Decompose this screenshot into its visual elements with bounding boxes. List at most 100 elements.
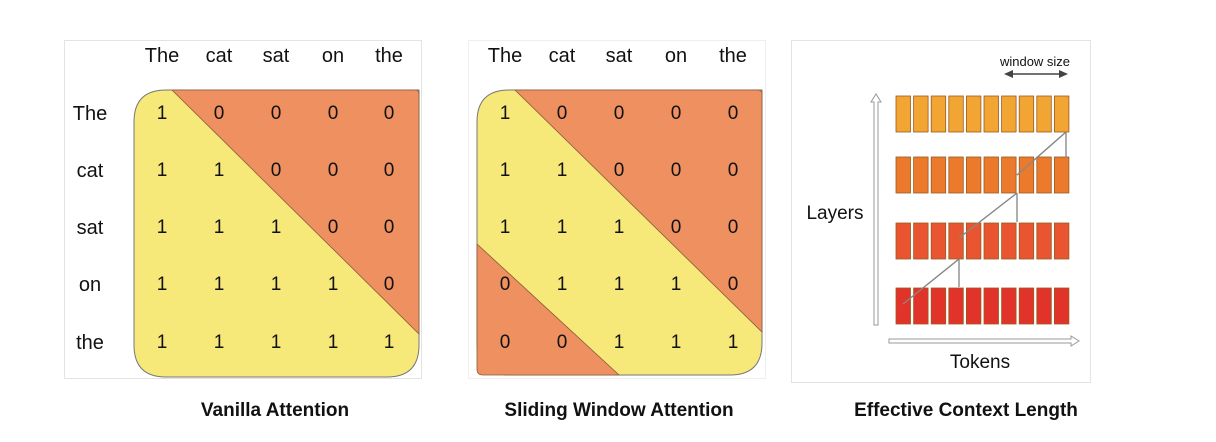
vanilla-cell: 1: [270, 332, 282, 353]
token-block: [895, 287, 911, 325]
receptive-field-line: [1016, 131, 1067, 176]
vanilla-cell: 0: [327, 103, 339, 124]
vanilla-row-header: cat: [76, 160, 104, 182]
tokens-label: Tokens: [949, 352, 1011, 373]
vanilla-cell: 1: [270, 274, 282, 295]
tokens-axis-arrow: [888, 335, 1080, 347]
token-block: [930, 222, 947, 260]
token-block: [1054, 95, 1070, 133]
sliding-masked-upper: [514, 89, 763, 333]
token-block: [930, 156, 947, 194]
layers-axis-arrow: [870, 93, 882, 326]
vanilla-row-header: sat: [76, 217, 104, 239]
token-block: [913, 95, 929, 133]
token-block: [1001, 287, 1017, 325]
sliding-cell: 1: [670, 274, 682, 295]
token-block: [1001, 95, 1017, 133]
token-block: [948, 287, 964, 325]
token-block: [1036, 287, 1052, 325]
vanilla-row-header: on: [78, 274, 102, 296]
vanilla-cell: 0: [270, 160, 282, 181]
vanilla-cell: 1: [156, 274, 168, 295]
vanilla-attention-caption: Vanilla Attention: [200, 400, 350, 421]
sliding-cell: 0: [613, 160, 625, 181]
token-block: [1018, 95, 1035, 133]
vanilla-cell: 1: [383, 332, 395, 353]
vanilla-cell: 1: [213, 332, 225, 353]
sliding-cell: 1: [556, 160, 568, 181]
sliding-cell: 0: [727, 217, 739, 238]
vanilla-cell: 1: [156, 103, 168, 124]
sliding-panel-frame: [468, 40, 766, 379]
vanilla-cell: 1: [213, 274, 225, 295]
vanilla-row-header: the: [76, 332, 104, 354]
sliding-col-header: cat: [548, 45, 576, 67]
vanilla-col-header: The: [144, 45, 180, 67]
vanilla-cell: 1: [327, 274, 339, 295]
sliding-cell: 1: [613, 217, 625, 238]
window-size-label: window size: [999, 54, 1071, 69]
token-block: [1018, 287, 1035, 325]
vanilla-cell: 0: [327, 160, 339, 181]
token-block: [983, 222, 999, 260]
vanilla-cell: 1: [156, 160, 168, 181]
token-block: [948, 156, 964, 194]
vanilla-cell: 1: [156, 217, 168, 238]
sliding-cell: 0: [727, 274, 739, 295]
token-block: [913, 156, 929, 194]
token-block: [1001, 222, 1017, 260]
sliding-cell: 0: [727, 103, 739, 124]
token-block: [948, 95, 964, 133]
vanilla-panel-frame: [64, 40, 422, 379]
receptive-field-line: [902, 258, 960, 305]
vanilla-cell: 1: [213, 217, 225, 238]
receptive-field-line: [958, 192, 1018, 239]
vanilla-masked-upper: [171, 89, 420, 335]
token-block: [1018, 222, 1035, 260]
vanilla-cell: 0: [270, 103, 282, 124]
vanilla-cell: 1: [213, 160, 225, 181]
token-block: [1001, 156, 1017, 194]
vanilla-cell: 1: [327, 332, 339, 353]
vanilla-cell: 0: [383, 274, 395, 295]
vanilla-cell: 0: [383, 217, 395, 238]
token-block: [1036, 95, 1052, 133]
token-block: [1036, 222, 1052, 260]
effective-panel-frame: [791, 40, 1091, 383]
token-block: [930, 287, 947, 325]
token-block: [983, 156, 999, 194]
vanilla-cell: 0: [327, 217, 339, 238]
sliding-cell: 1: [499, 103, 511, 124]
effective-context-length-caption: Effective Context Length: [854, 400, 1078, 421]
token-block: [966, 287, 982, 325]
vanilla-row-header: The: [72, 103, 108, 125]
sliding-cell: 1: [613, 332, 625, 353]
token-block: [1054, 222, 1070, 260]
sliding-col-header: on: [664, 45, 688, 67]
token-block: [966, 95, 982, 133]
sliding-window-attention-caption: Sliding Window Attention: [504, 400, 734, 421]
token-block: [1018, 156, 1035, 194]
token-block: [913, 287, 929, 325]
sliding-cell: 1: [556, 274, 568, 295]
sliding-cell: 1: [670, 332, 682, 353]
token-block: [983, 287, 999, 325]
sliding-cell: 0: [613, 103, 625, 124]
sliding-cell: 0: [670, 103, 682, 124]
sliding-cell: 1: [499, 160, 511, 181]
sliding-cell: 0: [556, 103, 568, 124]
sliding-cell: 1: [556, 217, 568, 238]
token-block: [948, 222, 964, 260]
token-block: [1054, 287, 1070, 325]
token-block: [966, 222, 982, 260]
sliding-cell: 0: [499, 332, 511, 353]
token-block: [895, 95, 911, 133]
vanilla-cell: 1: [270, 217, 282, 238]
sliding-cell: 1: [727, 332, 739, 353]
sliding-col-header: The: [487, 45, 523, 67]
layers-label: Layers: [806, 203, 864, 224]
token-block: [895, 156, 911, 194]
